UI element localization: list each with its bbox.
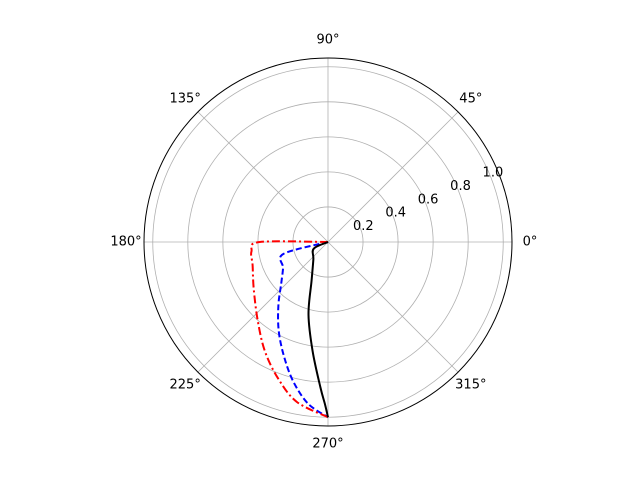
polar-grid <box>144 58 512 426</box>
theta-gridline <box>327 241 459 373</box>
r-tick-label: 1.0 <box>483 165 504 180</box>
r-gridline <box>222 136 434 348</box>
theta-gridline <box>327 111 459 243</box>
tick-labels: 0° 45° 90° 135° 180° 225° 270° 315° 0.2 0.4 0.6 0.8… <box>110 33 537 452</box>
series-line-3 <box>307 241 329 418</box>
theta-gridline <box>197 241 329 373</box>
theta-gridline <box>197 111 329 243</box>
theta-tick-label: 135° <box>170 92 201 107</box>
series-lines <box>250 240 329 419</box>
r-tick-label: 0.6 <box>418 192 439 207</box>
r-tick-label: 0.4 <box>385 206 406 221</box>
theta-tick-label: 180° <box>110 235 141 250</box>
polar-spine <box>143 57 513 427</box>
theta-tick-label: 0° <box>523 235 538 250</box>
r-gridline <box>187 101 469 383</box>
theta-tick-label: 45° <box>459 92 482 107</box>
theta-tick-label: 225° <box>170 377 201 392</box>
theta-tick-label: 315° <box>455 377 486 392</box>
theta-tick-label: 90° <box>316 33 339 48</box>
series-line-2 <box>250 240 329 419</box>
polar-frame <box>143 57 513 427</box>
r-tick-label: 0.8 <box>450 179 471 194</box>
series-line-1 <box>277 241 329 419</box>
theta-tick-label: 270° <box>312 437 343 452</box>
r-tick-label: 0.2 <box>353 219 374 234</box>
